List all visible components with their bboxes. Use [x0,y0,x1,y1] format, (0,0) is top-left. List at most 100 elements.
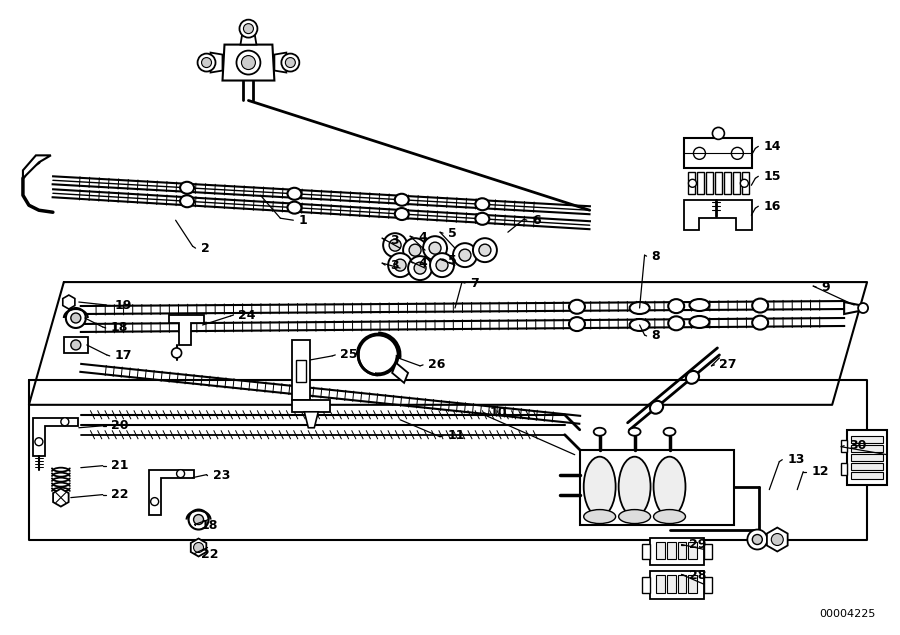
Polygon shape [64,337,88,353]
Text: 16: 16 [763,200,780,213]
Ellipse shape [475,213,490,225]
Circle shape [389,239,401,251]
Text: 25: 25 [340,349,357,361]
Text: 00004225: 00004225 [819,610,876,619]
Bar [688,542,698,559]
Text: 17: 17 [114,349,132,363]
Circle shape [741,179,748,187]
Text: 4: 4 [418,257,427,270]
Ellipse shape [668,316,684,330]
Circle shape [176,470,184,478]
Bar [655,542,664,559]
Ellipse shape [650,401,663,414]
Circle shape [66,308,86,328]
Bar [698,172,705,194]
Polygon shape [392,363,408,383]
Bar [296,360,306,382]
Bar [851,472,883,479]
Circle shape [688,179,697,187]
Polygon shape [705,544,713,559]
Bar [742,172,750,194]
Circle shape [394,259,406,271]
Bar [678,542,687,559]
Ellipse shape [752,298,769,312]
Text: 1: 1 [298,214,307,227]
Circle shape [71,340,81,350]
Circle shape [429,242,441,254]
Circle shape [410,244,421,256]
Ellipse shape [395,208,409,220]
Text: 24: 24 [238,309,256,321]
Circle shape [71,313,81,323]
Text: 6: 6 [532,214,540,227]
Text: 8: 8 [652,330,661,342]
Polygon shape [685,200,752,231]
Text: 22: 22 [111,488,128,501]
Ellipse shape [475,198,490,210]
Bar [851,444,883,451]
Bar [685,138,752,168]
Circle shape [694,147,706,159]
Text: 22: 22 [201,548,218,561]
Text: 30: 30 [849,439,867,452]
Text: 12: 12 [811,465,829,478]
Polygon shape [222,44,274,81]
Circle shape [732,147,743,159]
Circle shape [459,249,471,261]
Bar [851,436,883,443]
Circle shape [436,259,448,271]
Ellipse shape [630,302,650,314]
Circle shape [408,256,432,280]
Polygon shape [844,302,860,314]
Circle shape [285,58,295,67]
Circle shape [282,53,300,72]
Circle shape [383,233,407,257]
Text: 5: 5 [448,227,457,239]
Text: 7: 7 [470,277,479,290]
Text: 18: 18 [201,519,218,532]
Polygon shape [33,418,77,456]
Circle shape [479,244,490,256]
Circle shape [752,535,762,544]
Circle shape [237,51,260,74]
Ellipse shape [287,202,302,213]
Ellipse shape [569,317,585,331]
Ellipse shape [663,428,676,436]
Bar [667,542,676,559]
Polygon shape [211,53,222,72]
Ellipse shape [287,188,302,200]
Circle shape [713,128,725,140]
Circle shape [858,303,868,313]
Bar [851,463,883,470]
Polygon shape [292,400,330,411]
Text: 20: 20 [111,419,128,432]
Ellipse shape [180,182,194,194]
Text: 8: 8 [652,250,661,263]
Ellipse shape [584,457,616,516]
Ellipse shape [686,371,699,384]
Text: 3: 3 [390,234,399,246]
Ellipse shape [618,457,651,516]
Ellipse shape [569,300,585,314]
Ellipse shape [689,316,709,328]
Ellipse shape [630,319,650,331]
Circle shape [771,533,783,545]
Circle shape [241,56,256,70]
Ellipse shape [689,299,709,311]
Polygon shape [642,577,650,593]
Polygon shape [705,577,713,593]
Text: 10: 10 [490,406,508,419]
Text: 11: 11 [448,429,465,442]
Circle shape [453,243,477,267]
Circle shape [747,530,768,549]
Ellipse shape [180,196,194,207]
Text: 28: 28 [689,569,706,582]
Bar [724,172,732,194]
Ellipse shape [594,428,606,436]
Bar [688,575,698,593]
Circle shape [194,514,203,525]
Ellipse shape [752,316,769,330]
Ellipse shape [628,428,641,436]
Circle shape [202,58,211,67]
Text: 18: 18 [111,321,128,335]
